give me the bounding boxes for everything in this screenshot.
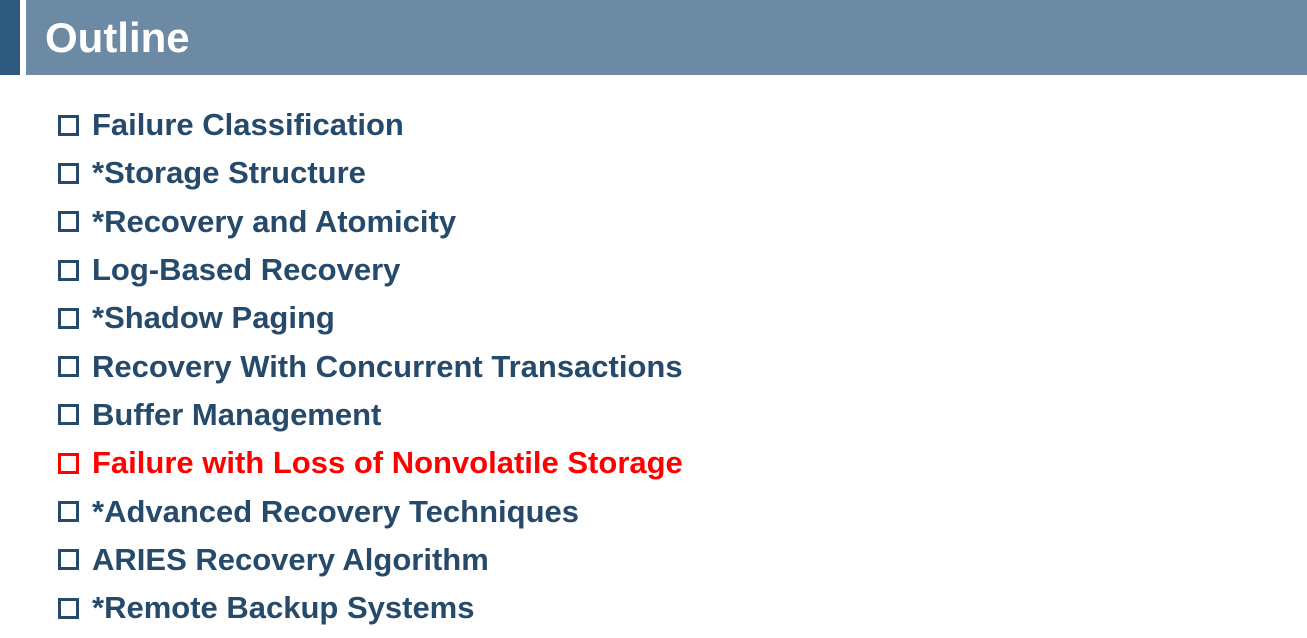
outline-item-label: Log-Based Recovery [92,252,401,288]
outline-item-label: Buffer Management [92,396,382,432]
title-accent-stripe [0,0,20,75]
title-band [26,0,1307,75]
outline-item-label: Failure Classification [92,107,404,143]
outline-item-label: *Shadow Paging [92,300,335,336]
square-bullet-icon [58,162,79,184]
outline-item-highlighted: Failure with Loss of Nonvolatile Storage [58,439,683,487]
outline-item-label: *Storage Structure [92,155,366,191]
outline-item: Recovery With Concurrent Transactions [58,342,683,390]
outline-item: *Storage Structure [58,149,683,197]
outline-item-label: Failure with Loss of Nonvolatile Storage [92,445,683,481]
square-bullet-icon [58,307,79,329]
square-bullet-icon [58,404,79,426]
outline-item: Buffer Management [58,391,683,439]
outline-item: ARIES Recovery Algorithm [58,536,683,584]
square-bullet-icon [58,356,79,378]
square-bullet-icon [58,259,79,281]
outline-list: Failure Classification *Storage Structur… [58,101,683,632]
outline-item-label: ARIES Recovery Algorithm [92,541,489,577]
outline-item-label: *Recovery and Atomicity [92,203,457,239]
outline-item: Log-Based Recovery [58,246,683,294]
outline-item: *Advanced Recovery Techniques [58,487,683,535]
outline-item-label: Recovery With Concurrent Transactions [92,348,683,384]
square-bullet-icon [58,597,79,619]
slide-title: Outline [45,14,190,61]
square-bullet-icon [58,452,79,474]
outline-item: Failure Classification [58,101,683,149]
square-bullet-icon [58,211,79,233]
square-bullet-icon [58,114,79,136]
outline-item-label: *Advanced Recovery Techniques [92,493,579,529]
outline-item: *Recovery and Atomicity [58,198,683,246]
title-bar: Outline [0,0,1307,75]
outline-item: *Remote Backup Systems [58,584,683,632]
square-bullet-icon [58,501,79,523]
square-bullet-icon [58,549,79,571]
outline-item: *Shadow Paging [58,294,683,342]
outline-item-label: *Remote Backup Systems [92,590,475,626]
